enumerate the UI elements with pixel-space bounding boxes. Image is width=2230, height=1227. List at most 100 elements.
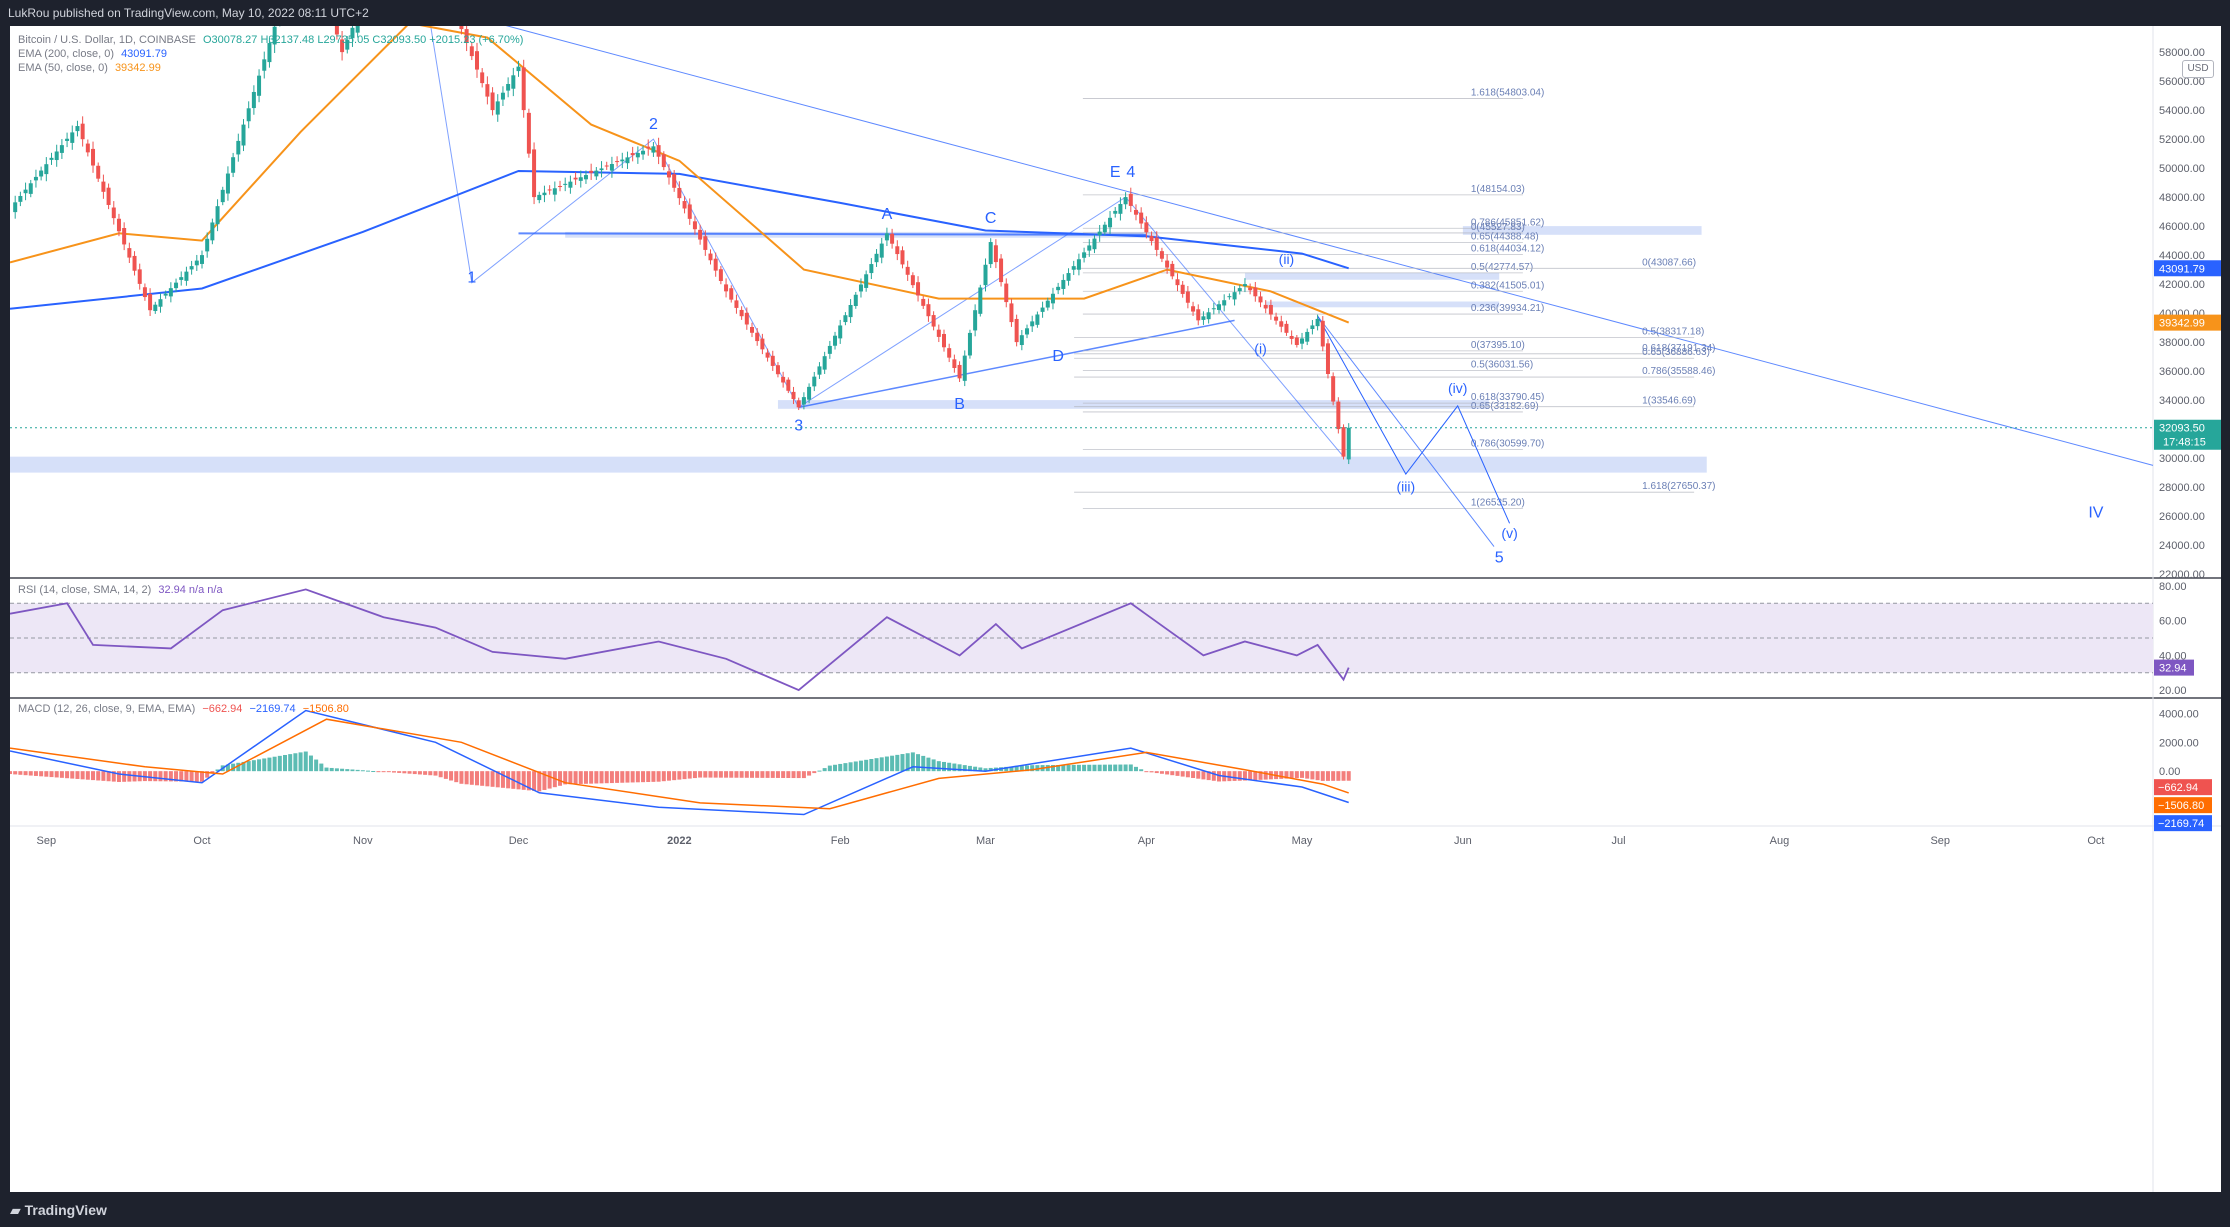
candle — [91, 148, 96, 166]
macd-histogram-bar — [116, 771, 121, 782]
chart-area[interactable]: 1.618(54803.04) 1(48154.03) 0.786(45851.62… — [10, 26, 2221, 1192]
candle — [770, 355, 775, 366]
macd-histogram-bar — [1170, 771, 1175, 776]
price-axis-label: 44000.00 — [2159, 250, 2205, 262]
ema200-legend: EMA (200, close, 0) 43091.79 — [18, 48, 171, 60]
macd-histogram-bar — [1076, 764, 1081, 772]
candle — [231, 157, 236, 173]
candle — [921, 298, 926, 306]
candle — [1289, 336, 1294, 339]
candle — [1087, 245, 1092, 251]
candle — [791, 391, 796, 400]
chart-canvas[interactable]: 1.618(54803.04) 1(48154.03) 0.786(45851.62… — [10, 26, 2221, 1192]
candle — [194, 260, 199, 266]
macd-histogram-bar — [1014, 766, 1019, 772]
candle — [661, 154, 666, 168]
candle — [983, 264, 988, 286]
macd-histogram-bar — [620, 771, 625, 783]
candle — [874, 253, 879, 263]
macd-histogram-bar — [391, 771, 396, 773]
candle — [651, 146, 656, 153]
macd-histogram-bar — [360, 770, 365, 772]
fib-level-label: 0.5(38317.18) — [1642, 327, 1704, 338]
signal-line — [10, 718, 1349, 810]
macd-histogram-bar — [895, 754, 900, 772]
macd-histogram-bar — [106, 771, 111, 782]
fib-level-label: 0.786(45851.62) — [1471, 217, 1544, 228]
candle — [54, 151, 59, 161]
candle — [1102, 224, 1107, 233]
candle — [340, 39, 345, 53]
wave-label: (ii) — [1279, 251, 1295, 267]
candle — [350, 27, 355, 39]
ema50-label: EMA (50, close, 0) — [18, 62, 108, 74]
fib-level-label: 1.618(27650.37) — [1642, 481, 1715, 492]
candle — [1019, 335, 1024, 346]
macd-histogram-bar — [1118, 764, 1123, 772]
candle — [1320, 320, 1325, 347]
macd-histogram-bar — [1232, 771, 1237, 781]
macd-histogram-bar — [661, 771, 666, 782]
candle — [474, 51, 479, 70]
candle — [1149, 235, 1154, 242]
macd-histogram-bar — [890, 755, 895, 772]
candle — [1346, 427, 1351, 460]
candle — [1284, 323, 1289, 333]
price-axis-label: 34000.00 — [2159, 395, 2205, 407]
candle — [163, 293, 168, 296]
macd-histogram-bar — [708, 771, 713, 778]
macd-histogram-bar — [568, 771, 573, 785]
candle — [28, 183, 33, 194]
candle — [812, 376, 817, 387]
fib-level-label: 0(45527.83) — [1471, 222, 1525, 233]
candle — [1253, 287, 1258, 297]
projection-path — [1317, 315, 1511, 524]
candle — [713, 258, 718, 271]
macd-histogram-bar — [454, 771, 459, 783]
macd-histogram-bar — [734, 771, 739, 778]
candle — [1076, 259, 1081, 270]
candle — [568, 181, 573, 188]
footer-brand: TradingView — [24, 1202, 107, 1218]
candle — [718, 269, 723, 281]
candle — [1025, 328, 1030, 335]
macd-histogram-bar — [85, 771, 90, 780]
wave-label: (iv) — [1448, 380, 1467, 396]
currency-button[interactable]: USD — [2182, 60, 2214, 78]
candle — [620, 159, 625, 162]
candle — [132, 255, 137, 271]
macd-histogram-bar — [589, 771, 594, 784]
macd-histogram-bar — [163, 771, 168, 782]
macd-histogram-bar — [184, 771, 189, 782]
candle — [1118, 204, 1123, 214]
macd-axis-value: −1506.80 — [2158, 800, 2204, 812]
macd-histogram-bar — [101, 771, 106, 781]
fib-level-label: 0.236(39934.21) — [1471, 303, 1544, 314]
macd-histogram-bar — [1248, 771, 1253, 781]
macd-histogram-bar — [96, 771, 101, 781]
macd-histogram-bar — [340, 768, 345, 772]
candle — [1300, 338, 1305, 344]
candle — [890, 233, 895, 244]
macd-histogram-bar — [10, 771, 12, 775]
candle — [1217, 304, 1222, 310]
fib-level-label: 0.5(36031.56) — [1471, 360, 1533, 371]
macd-histogram-bar — [698, 771, 703, 778]
macd-histogram-bar — [215, 769, 220, 772]
macd-histogram-bar — [241, 761, 246, 772]
candle — [1222, 300, 1227, 306]
macd-histogram-bar — [635, 771, 640, 783]
macd-histogram-bar — [983, 768, 988, 772]
tradingview-logo[interactable]: ▰ TradingView — [10, 1202, 107, 1219]
macd-histogram-bar — [376, 771, 381, 773]
candle — [1248, 287, 1253, 291]
macd-histogram-bar — [827, 765, 832, 772]
candle — [957, 364, 962, 379]
rsi-axis-label: 80.00 — [2159, 581, 2187, 593]
candle — [542, 192, 547, 196]
macd-histogram-bar — [967, 765, 972, 772]
time-axis-label: Mar — [976, 835, 995, 847]
macd-histogram-bar — [267, 757, 272, 772]
macd-histogram-bar — [168, 771, 173, 782]
macd-histogram-bar — [127, 771, 132, 782]
